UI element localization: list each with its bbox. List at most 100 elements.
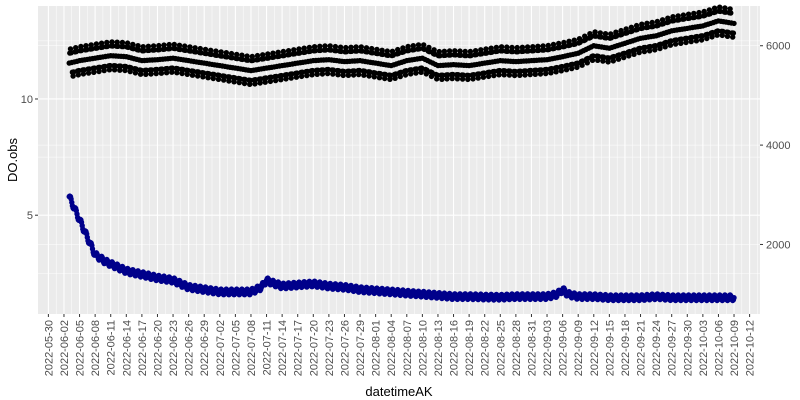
data-point <box>691 10 697 17</box>
data-point <box>522 68 529 74</box>
data-point <box>509 44 515 51</box>
data-point <box>602 31 609 37</box>
data-point <box>345 72 352 79</box>
x-tick-label: 2022-07-11 <box>262 320 274 375</box>
data-point <box>138 67 144 74</box>
x-tick-label: 2022-07-23 <box>324 320 336 376</box>
data-point <box>146 47 152 54</box>
data-point <box>504 48 511 54</box>
data-point <box>384 48 390 54</box>
data-point <box>727 6 733 12</box>
data-point <box>156 42 162 49</box>
x-tick-label: 2022-07-02 <box>215 320 227 376</box>
x-tick-label: 2022-07-05 <box>230 320 242 376</box>
data-point <box>416 46 422 52</box>
x-tick-label: 2022-06-20 <box>152 320 164 376</box>
data-point <box>730 34 736 40</box>
data-point <box>322 47 329 53</box>
data-point <box>350 72 357 78</box>
data-point <box>114 39 120 45</box>
data-point <box>192 45 198 51</box>
data-point <box>413 70 419 76</box>
data-point <box>257 80 263 86</box>
data-point <box>195 73 201 79</box>
data-point <box>280 48 287 55</box>
data-point <box>215 76 222 83</box>
data-point <box>728 10 734 16</box>
data-point <box>98 40 105 46</box>
data-point <box>662 44 668 50</box>
data-point <box>247 77 253 84</box>
data-point <box>574 64 580 71</box>
data-point <box>458 52 464 58</box>
data-point <box>93 41 100 47</box>
data-point <box>439 76 445 83</box>
data-point <box>589 57 596 63</box>
data-point <box>213 48 219 54</box>
data-point <box>151 47 157 53</box>
data-point <box>498 44 505 50</box>
data-point <box>511 72 518 79</box>
data-point <box>519 44 526 50</box>
data-point <box>454 76 461 82</box>
data-point <box>543 70 549 77</box>
data-point <box>262 79 268 85</box>
data-point <box>85 70 92 76</box>
data-point <box>515 49 521 55</box>
data-point <box>148 71 154 77</box>
data-point <box>210 75 216 82</box>
data-point <box>122 67 128 74</box>
data-point <box>470 76 476 82</box>
data-point <box>527 71 533 78</box>
data-point <box>385 52 391 58</box>
data-point <box>685 11 692 17</box>
x-tick-label: 2022-09-15 <box>604 320 616 376</box>
data-point <box>397 73 403 80</box>
data-point <box>265 51 271 57</box>
data-point <box>615 56 622 62</box>
data-point <box>145 43 152 49</box>
data-point <box>154 66 160 73</box>
data-point <box>524 44 531 50</box>
data-point <box>517 68 524 74</box>
data-point <box>247 81 253 88</box>
data-point <box>463 52 469 59</box>
data-point <box>341 68 347 75</box>
data-point <box>245 57 251 63</box>
data-point <box>278 77 284 83</box>
data-point <box>499 48 505 54</box>
data-point <box>140 44 146 50</box>
x-tick-label: 2022-06-17 <box>137 320 149 376</box>
data-point <box>667 42 674 48</box>
x-axis-title: datetimeAK <box>365 384 433 399</box>
data-point <box>189 72 196 78</box>
x-tick-label: 2022-09-21 <box>636 320 648 376</box>
data-point <box>315 67 321 73</box>
data-point <box>535 47 542 54</box>
data-point <box>444 76 450 82</box>
data-point <box>234 51 240 58</box>
data-point <box>646 48 653 54</box>
data-point <box>239 52 245 58</box>
data-point <box>460 72 466 78</box>
data-point <box>187 44 193 50</box>
data-point <box>439 72 446 78</box>
data-point <box>528 67 534 74</box>
data-point <box>491 72 497 79</box>
x-tick-label: 2022-10-03 <box>698 320 710 376</box>
data-point <box>376 75 383 81</box>
x-tick-label: 2022-08-22 <box>480 320 492 376</box>
data-point <box>696 9 702 16</box>
data-point <box>169 65 176 71</box>
data-point <box>402 72 409 78</box>
data-point <box>141 48 147 54</box>
data-point <box>724 33 731 39</box>
data-point <box>75 72 82 78</box>
data-point <box>226 78 232 84</box>
data-point <box>330 71 336 77</box>
data-point <box>327 43 333 49</box>
data-point <box>717 4 723 10</box>
data-point <box>449 75 455 82</box>
data-point <box>78 43 84 50</box>
